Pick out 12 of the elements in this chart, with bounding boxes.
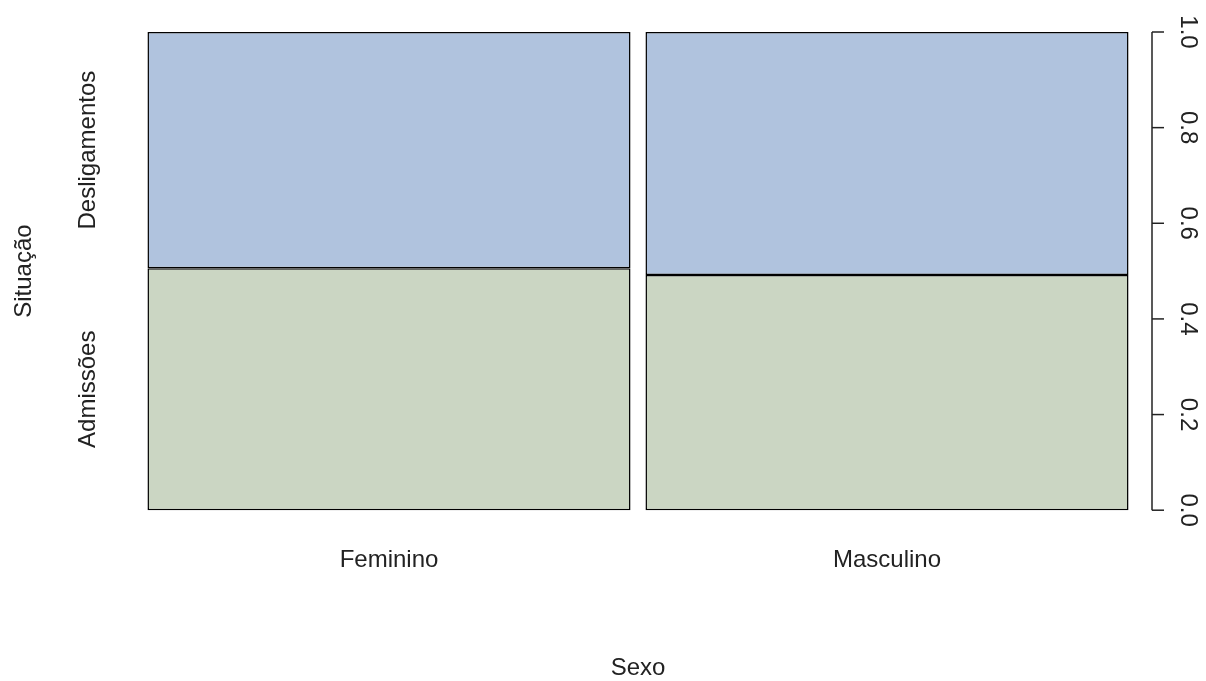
y-tick-label: 0.0 bbox=[1176, 493, 1204, 527]
y-tick-label: 0.6 bbox=[1176, 206, 1204, 240]
y-axis-title: Situação bbox=[8, 224, 36, 318]
x-tick-label: Masculino bbox=[832, 545, 942, 573]
x-axis-title: Sexo bbox=[610, 652, 666, 680]
y-tick-label: 1.0 bbox=[1176, 15, 1204, 49]
text: Admissões bbox=[72, 330, 100, 448]
x-tick-label: Feminino bbox=[339, 545, 439, 573]
y-tick-label: 0.4 bbox=[1176, 302, 1204, 336]
y-tick-label: 0.2 bbox=[1176, 397, 1204, 432]
text: Desligamentos bbox=[72, 70, 100, 230]
y-tick-label: 0.8 bbox=[1176, 110, 1204, 145]
